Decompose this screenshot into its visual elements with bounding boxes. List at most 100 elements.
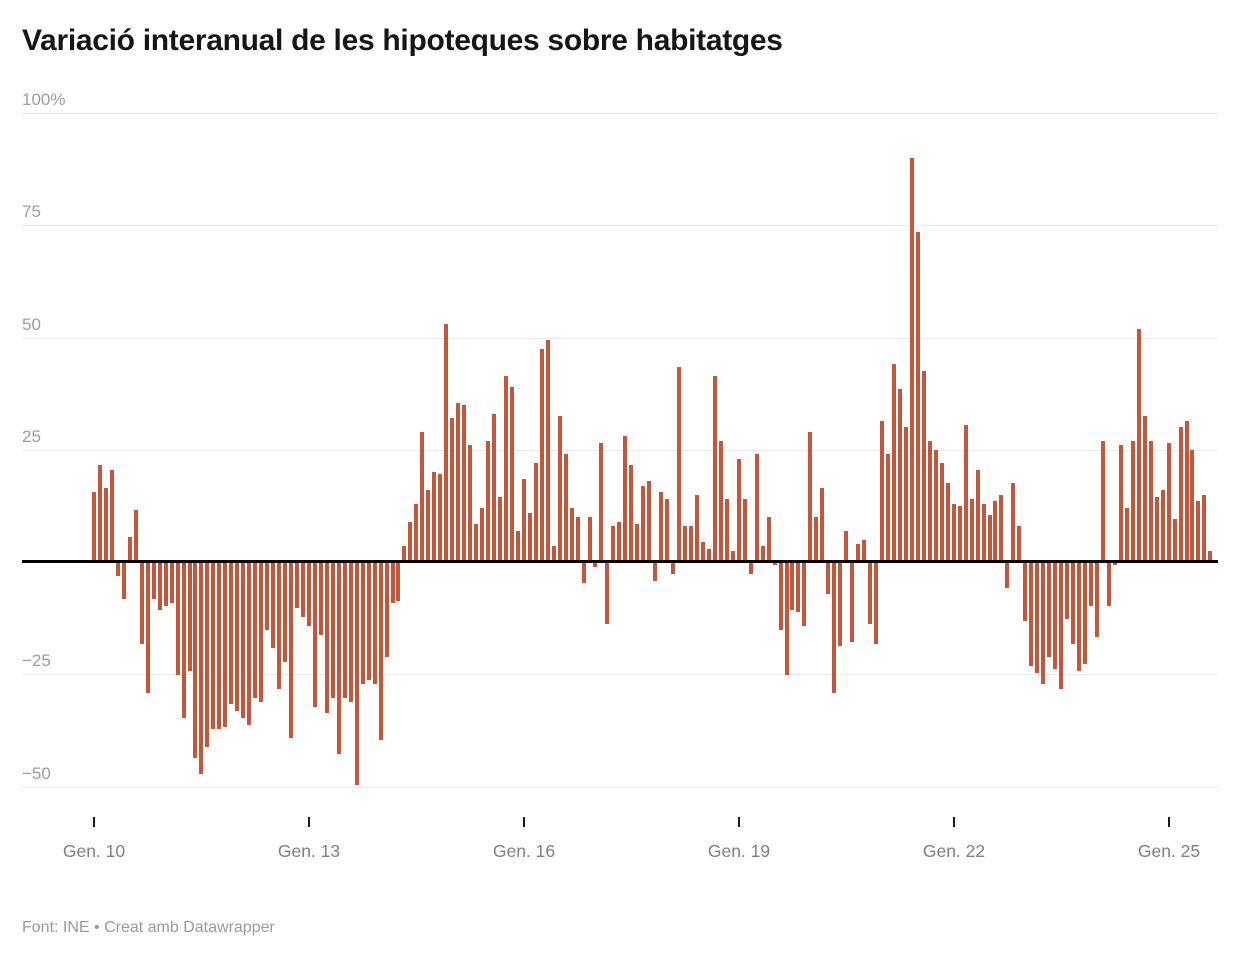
bar[interactable] — [170, 563, 174, 603]
bar[interactable] — [402, 546, 406, 562]
bar[interactable] — [731, 551, 735, 562]
bar[interactable] — [576, 517, 580, 562]
bar[interactable] — [647, 481, 651, 562]
bar[interactable] — [856, 544, 860, 562]
bar[interactable] — [259, 563, 263, 702]
bar[interactable] — [713, 376, 717, 562]
bar[interactable] — [737, 459, 741, 562]
bar[interactable] — [564, 454, 568, 562]
bar[interactable] — [1017, 526, 1021, 562]
bar[interactable] — [313, 563, 317, 707]
bar[interactable] — [779, 563, 783, 630]
bar[interactable] — [558, 416, 562, 562]
bar[interactable] — [379, 563, 383, 740]
bar[interactable] — [635, 524, 639, 562]
bar[interactable] — [247, 563, 251, 725]
bar[interactable] — [790, 563, 794, 610]
bar[interactable] — [283, 563, 287, 662]
bar[interactable] — [958, 506, 962, 562]
bar[interactable] — [683, 526, 687, 562]
bar[interactable] — [695, 495, 699, 562]
bar[interactable] — [599, 443, 603, 562]
bar[interactable] — [904, 427, 908, 562]
bar[interactable] — [498, 497, 502, 562]
bar[interactable] — [277, 563, 281, 689]
bar[interactable] — [832, 563, 836, 693]
bar[interactable] — [349, 563, 353, 702]
bar[interactable] — [767, 517, 771, 562]
bar[interactable] — [940, 463, 944, 562]
bar[interactable] — [134, 510, 138, 562]
bar[interactable] — [122, 563, 126, 599]
bar[interactable] — [1065, 563, 1069, 619]
bar[interactable] — [862, 540, 866, 562]
bar[interactable] — [367, 563, 371, 680]
bar[interactable] — [838, 563, 842, 646]
bar[interactable] — [993, 501, 997, 562]
bar[interactable] — [802, 563, 806, 626]
bar[interactable] — [874, 563, 878, 644]
bar[interactable] — [522, 479, 526, 562]
bar[interactable] — [970, 499, 974, 562]
bar[interactable] — [928, 441, 932, 562]
bar[interactable] — [295, 563, 299, 608]
bar[interactable] — [289, 563, 293, 738]
bar[interactable] — [325, 563, 329, 713]
bar[interactable] — [844, 531, 848, 562]
bar[interactable] — [659, 492, 663, 562]
bar[interactable] — [1125, 508, 1129, 562]
bar[interactable] — [850, 563, 854, 642]
bar[interactable] — [552, 546, 556, 562]
bar[interactable] — [886, 454, 890, 562]
bar[interactable] — [814, 517, 818, 562]
bar[interactable] — [1011, 483, 1015, 562]
bar[interactable] — [546, 340, 550, 562]
bar[interactable] — [761, 546, 765, 562]
bar[interactable] — [182, 563, 186, 718]
bar[interactable] — [952, 504, 956, 562]
bar[interactable] — [1113, 563, 1117, 565]
bar[interactable] — [1029, 563, 1033, 666]
bar[interactable] — [540, 349, 544, 562]
bar[interactable] — [868, 563, 872, 624]
bar[interactable] — [880, 421, 884, 562]
bar[interactable] — [271, 563, 275, 648]
bar[interactable] — [199, 563, 203, 774]
bar[interactable] — [504, 376, 508, 562]
bar[interactable] — [1089, 563, 1093, 606]
bar[interactable] — [689, 526, 693, 562]
bar[interactable] — [468, 445, 472, 562]
bar[interactable] — [1083, 563, 1087, 664]
bar[interactable] — [1185, 421, 1189, 562]
bar[interactable] — [492, 414, 496, 562]
bar[interactable] — [223, 563, 227, 727]
bar[interactable] — [205, 563, 209, 747]
bar[interactable] — [116, 563, 120, 576]
bar[interactable] — [785, 563, 789, 675]
bar[interactable] — [1041, 563, 1045, 684]
bar[interactable] — [1059, 563, 1063, 689]
bar[interactable] — [229, 563, 233, 704]
bar[interactable] — [98, 465, 102, 562]
bar[interactable] — [910, 158, 914, 562]
bar[interactable] — [1077, 563, 1081, 671]
bar[interactable] — [420, 432, 424, 562]
bar[interactable] — [707, 549, 711, 562]
bar[interactable] — [92, 492, 96, 562]
bar[interactable] — [826, 563, 830, 594]
bar[interactable] — [211, 563, 215, 729]
bar[interactable] — [665, 499, 669, 562]
bar[interactable] — [1179, 427, 1183, 562]
bar[interactable] — [999, 495, 1003, 562]
bar[interactable] — [922, 371, 926, 562]
bar[interactable] — [164, 563, 168, 606]
bar[interactable] — [988, 515, 992, 562]
bar[interactable] — [796, 563, 800, 612]
bar[interactable] — [653, 563, 657, 581]
bar[interactable] — [1161, 490, 1165, 562]
bar[interactable] — [593, 563, 597, 567]
bar[interactable] — [641, 486, 645, 562]
bar[interactable] — [582, 563, 586, 583]
bar[interactable] — [623, 436, 627, 562]
bar[interactable] — [1095, 563, 1099, 637]
